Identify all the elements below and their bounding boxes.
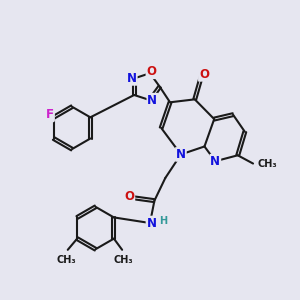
Text: F: F: [45, 109, 53, 122]
Text: N: N: [146, 217, 157, 230]
Text: CH₃: CH₃: [113, 255, 133, 265]
Text: CH₃: CH₃: [257, 158, 277, 169]
Text: N: N: [147, 94, 157, 106]
Text: N: N: [210, 155, 220, 168]
Text: CH₃: CH₃: [57, 255, 76, 265]
Text: F: F: [46, 108, 54, 121]
Text: O: O: [124, 190, 134, 203]
Text: N: N: [127, 72, 137, 85]
Text: O: O: [146, 65, 156, 78]
Text: N: N: [176, 148, 186, 161]
Text: O: O: [199, 68, 209, 81]
Text: H: H: [159, 216, 167, 226]
